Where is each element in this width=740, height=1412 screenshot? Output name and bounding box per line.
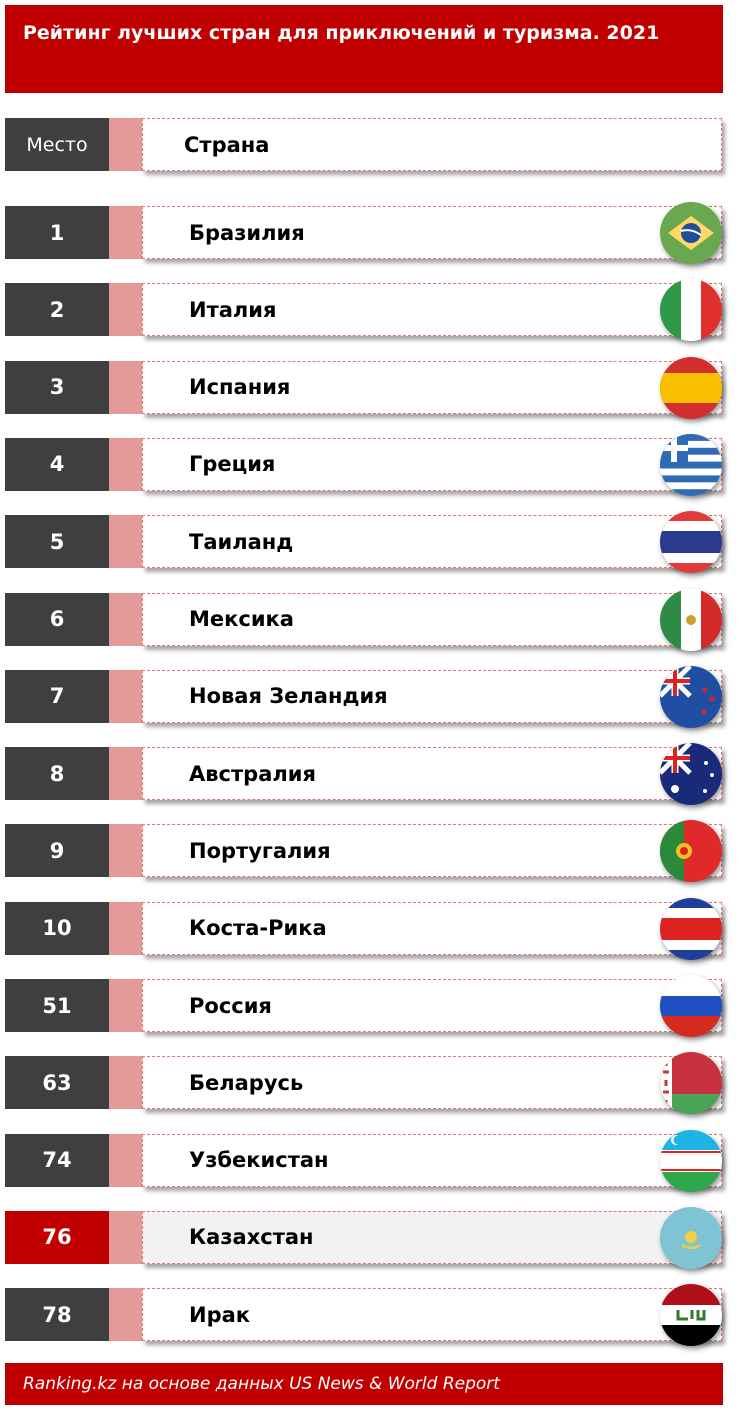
rank-cell: 51 (5, 979, 109, 1032)
country-cell: Новая Зеландия (142, 669, 722, 723)
divider (109, 360, 142, 414)
country-cell: Таиланд (142, 515, 722, 569)
rank-cell: 74 (5, 1133, 109, 1187)
table-row: 10 Коста-Рика (5, 897, 723, 960)
country-cell: Австралия (142, 747, 722, 801)
country-cell: Коста-Рика (142, 901, 722, 955)
table-header: Место Страна (5, 118, 723, 171)
divider (109, 1056, 142, 1110)
country-cell: Ирак (142, 1288, 722, 1342)
country-cell: Греция (142, 437, 722, 491)
new-zealand-flag-icon (660, 665, 722, 728)
table-row: 78 Ирак (5, 1284, 723, 1347)
table-row: 9 Португалия (5, 820, 723, 883)
rank-cell: 10 (5, 901, 109, 955)
italy-flag-icon (660, 279, 722, 342)
greece-flag-icon (660, 433, 722, 496)
costa-rica-flag-icon (660, 897, 722, 960)
divider (109, 283, 142, 337)
divider (109, 206, 142, 259)
mexico-flag-icon (660, 588, 722, 651)
kazakhstan-flag-icon (660, 1206, 722, 1269)
table-row: 8 Австралия (5, 743, 723, 806)
table-row: 1 Бразилия (5, 202, 723, 264)
country-cell: Италия (142, 283, 722, 337)
country-header: Страна (142, 118, 722, 171)
rank-cell: 4 (5, 437, 109, 491)
divider (109, 1133, 142, 1187)
table-row: 74 Узбекистан (5, 1129, 723, 1192)
divider (109, 979, 142, 1032)
table-row: 3 Испания (5, 356, 723, 419)
rank-cell: 63 (5, 1056, 109, 1110)
table-row: 2 Италия (5, 279, 723, 342)
source-footer: Ranking.kz на основе данных US News & Wo… (5, 1363, 723, 1405)
uzbekistan-flag-icon (660, 1129, 722, 1192)
divider (109, 901, 142, 955)
rank-cell: 5 (5, 515, 109, 569)
country-cell: Беларусь (142, 1056, 722, 1110)
table-row: 51 Россия (5, 975, 723, 1037)
belarus-flag-icon (660, 1052, 722, 1115)
divider (109, 824, 142, 878)
table-row: 63 Беларусь (5, 1052, 723, 1115)
divider (109, 118, 142, 171)
iraq-flag-icon (660, 1284, 722, 1347)
country-cell: Казахстан (142, 1210, 722, 1264)
rank-cell: 76 (5, 1210, 109, 1264)
divider (109, 592, 142, 646)
rank-cell: 8 (5, 747, 109, 801)
rank-header: Место (5, 118, 109, 171)
country-cell: Узбекистан (142, 1133, 722, 1187)
country-cell: Португалия (142, 824, 722, 878)
rank-cell: 1 (5, 206, 109, 259)
divider (109, 515, 142, 569)
spain-flag-icon (660, 356, 722, 419)
table-row: 5 Таиланд (5, 511, 723, 574)
rank-cell: 3 (5, 360, 109, 414)
brazil-flag-icon (660, 202, 722, 264)
table-row: 6 Мексика (5, 588, 723, 651)
divider (109, 669, 142, 723)
country-cell: Мексика (142, 592, 722, 646)
australia-flag-icon (660, 743, 722, 806)
country-cell: Россия (142, 979, 722, 1032)
rank-cell: 2 (5, 283, 109, 337)
divider (109, 1210, 142, 1264)
rank-cell: 9 (5, 824, 109, 878)
country-cell: Испания (142, 360, 722, 414)
rank-cell: 78 (5, 1288, 109, 1342)
table-row: 4 Греция (5, 433, 723, 496)
portugal-flag-icon (660, 820, 722, 883)
divider (109, 437, 142, 491)
rank-cell: 7 (5, 669, 109, 723)
table-row: 7 Новая Зеландия (5, 665, 723, 728)
divider (109, 1288, 142, 1342)
rank-cell: 6 (5, 592, 109, 646)
thailand-flag-icon (660, 511, 722, 574)
divider (109, 747, 142, 801)
russia-flag-icon (660, 975, 722, 1037)
page-title: Рейтинг лучших стран для приключений и т… (5, 5, 723, 93)
country-cell: Бразилия (142, 206, 722, 259)
table-row: 76 Казахстан (5, 1206, 723, 1269)
